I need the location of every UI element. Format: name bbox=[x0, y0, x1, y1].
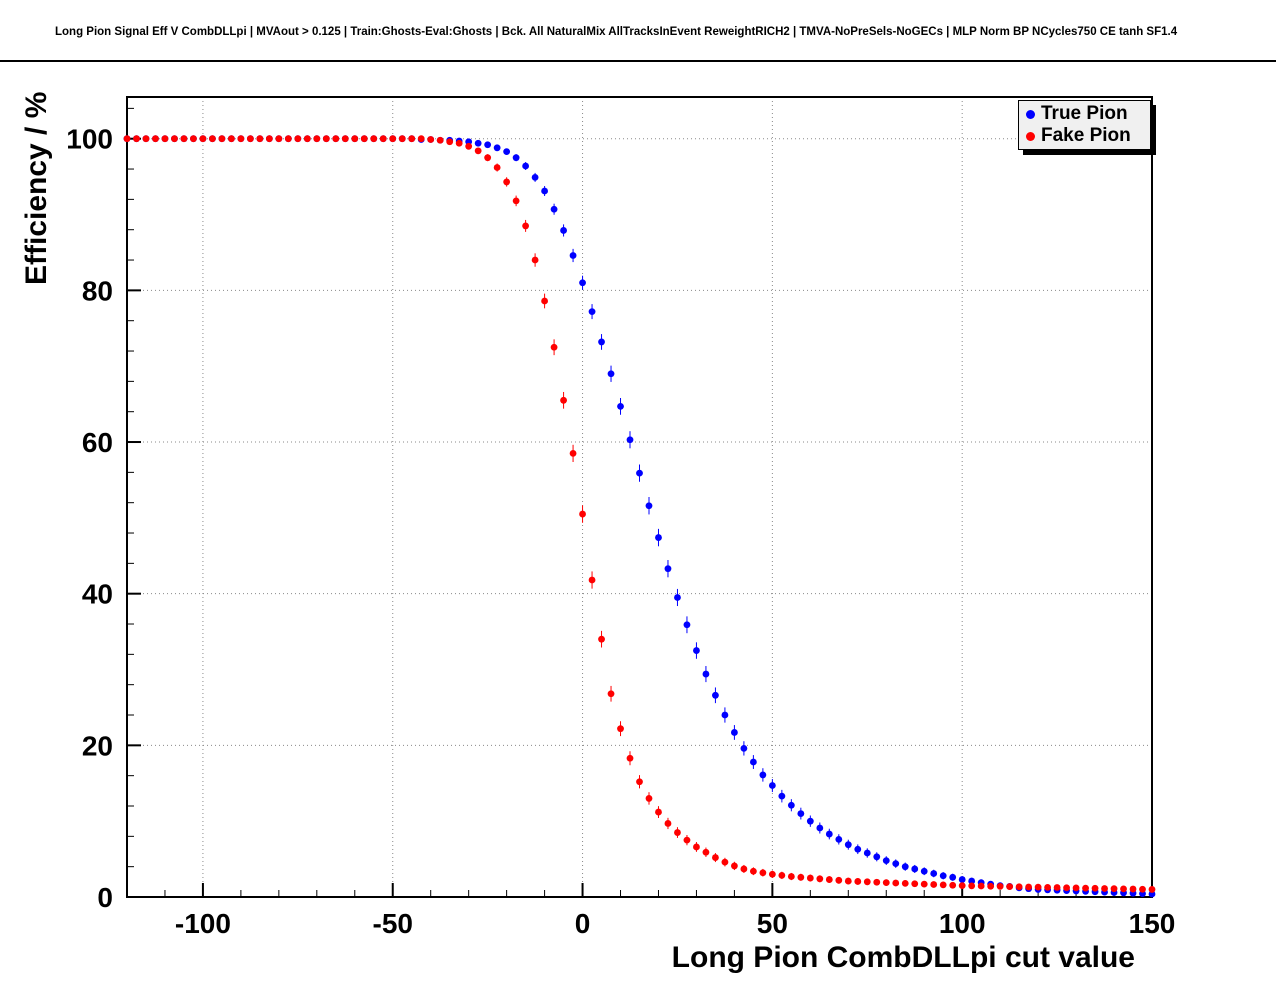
true-pion-marker-icon bbox=[1026, 109, 1035, 119]
y-tick-label: 40 bbox=[82, 579, 113, 610]
y-tick-label: 20 bbox=[82, 730, 113, 761]
fake-pion-marker-icon bbox=[1026, 131, 1035, 141]
y-tick-label: 80 bbox=[82, 275, 113, 306]
y-tick-label: 60 bbox=[82, 427, 113, 458]
legend: True Pion Fake Pion bbox=[1018, 100, 1151, 150]
x-tick-label: 100 bbox=[939, 908, 986, 939]
x-tick-label: 0 bbox=[575, 908, 591, 939]
y-axis-title: Efficiency / % bbox=[20, 91, 53, 285]
x-tick-label: -50 bbox=[373, 908, 413, 939]
header-divider bbox=[0, 60, 1276, 62]
legend-label-true-pion: True Pion bbox=[1041, 103, 1128, 124]
x-axis-title: Long Pion CombDLLpi cut value bbox=[671, 941, 1135, 974]
plot-title: Long Pion Signal Eff V CombDLLpi | MVAou… bbox=[55, 26, 1178, 38]
y-tick-label: 100 bbox=[66, 124, 113, 155]
y-tick-label: 0 bbox=[97, 882, 113, 913]
tick-labels: -100 -50 0 50 100 150 0 20 40 60 80 100 bbox=[66, 124, 1175, 939]
x-tick-label: 150 bbox=[1129, 908, 1176, 939]
plot-frame bbox=[126, 96, 1153, 898]
x-tick-label: -100 bbox=[175, 908, 231, 939]
legend-label-fake-pion: Fake Pion bbox=[1041, 125, 1131, 146]
x-tick-label: 50 bbox=[757, 908, 788, 939]
legend-entry-true-pion: True Pion bbox=[1019, 103, 1150, 125]
legend-entry-fake-pion: Fake Pion bbox=[1019, 125, 1150, 147]
series-fake-pion bbox=[123, 135, 1156, 893]
